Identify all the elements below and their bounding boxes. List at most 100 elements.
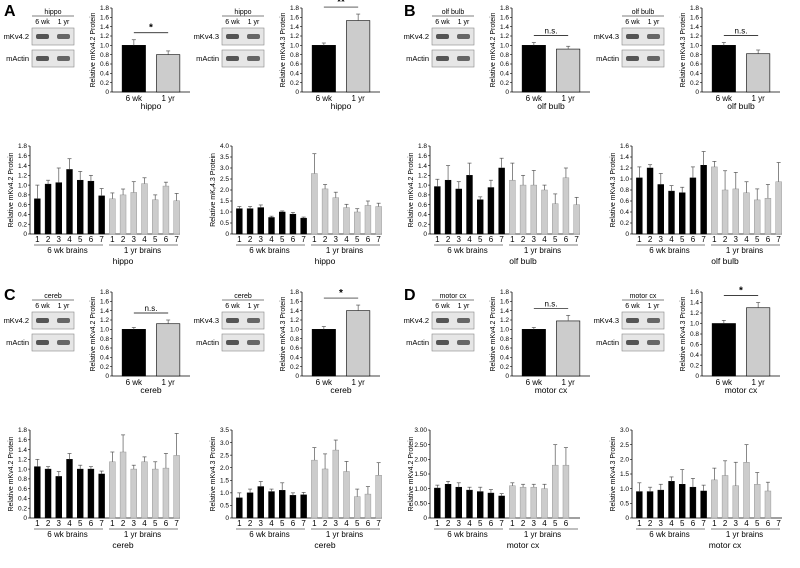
bar-6wk-brain xyxy=(300,217,307,235)
y-tick-label: 0.8 xyxy=(290,52,299,59)
blot-band-box xyxy=(431,333,475,352)
y-tick-label: 0 xyxy=(23,515,27,522)
bar-1yr-brain xyxy=(732,188,739,235)
y-tick-label: 0 xyxy=(105,373,109,380)
y-tick-label: 0.2 xyxy=(500,364,509,371)
bar-1yr-brain xyxy=(130,192,137,235)
lane-number: 5 xyxy=(153,519,158,528)
bar-6wk-brain xyxy=(77,468,84,519)
bar-1yr-brain xyxy=(375,475,382,519)
lane-number: 2 xyxy=(648,235,653,244)
lane-number: 2 xyxy=(723,235,728,244)
panel-letter: C xyxy=(4,287,16,304)
y-tick-label: 0 xyxy=(625,515,629,522)
bar-1yr-brain xyxy=(354,211,361,235)
group-label-6wk: 6 wk brains xyxy=(649,530,689,539)
blot-band xyxy=(57,34,70,39)
bar-1yr-brain xyxy=(509,485,516,519)
blot-col-label: 1 yr xyxy=(458,303,470,310)
x-category-label: 6 wk xyxy=(316,378,333,387)
bar-6wk xyxy=(121,329,146,377)
y-tick-label: 0.6 xyxy=(18,486,27,493)
bar-1yr-brain xyxy=(375,206,382,235)
bar-1yr-brain xyxy=(764,198,772,235)
y-tick-label: 1.2 xyxy=(100,317,109,324)
y-axis-label: Relative mKᵥ4.3 Protein xyxy=(210,153,217,227)
lane-number: 3 xyxy=(132,235,137,244)
y-tick-label: 2.5 xyxy=(220,176,229,183)
y-tick-label: 1.2 xyxy=(18,457,27,464)
bar-6wk-brain xyxy=(44,183,52,235)
lane-number: 4 xyxy=(67,235,72,244)
bar-6wk-brain xyxy=(477,491,484,519)
y-tick-label: 3.0 xyxy=(220,165,229,172)
bar-6wk-brain xyxy=(487,492,495,519)
blot-title: olf bulb xyxy=(442,9,465,16)
lane-number: 4 xyxy=(269,235,274,244)
blot-row-label: mKv4.2 xyxy=(4,32,29,41)
y-tick-label: 0.8 xyxy=(500,52,509,59)
bar-6wk-brain xyxy=(268,491,275,519)
lane-number: 2 xyxy=(46,235,51,244)
y-tick-label: 0.8 xyxy=(500,336,509,343)
bar-6wk-brain xyxy=(55,182,62,235)
bar-1yr-brain xyxy=(530,486,537,519)
bar-1yr-brain xyxy=(364,493,372,519)
y-tick-label: 0 xyxy=(295,373,299,380)
x-axis-label: motor cx xyxy=(709,540,742,550)
y-tick-label: 1.2 xyxy=(620,165,629,172)
bar-1yr-brain xyxy=(541,488,548,519)
lane-number: 6 xyxy=(366,235,371,244)
bar-6wk xyxy=(711,45,736,93)
bar-1yr-brain xyxy=(141,461,148,519)
y-tick-label: 0.6 xyxy=(18,202,27,209)
lane-number: 3 xyxy=(734,235,739,244)
x-axis-label: cereb xyxy=(314,540,336,550)
y-tick-label: 1.0 xyxy=(290,43,299,50)
y-tick-label: 0.2 xyxy=(500,80,509,87)
y-tick-label: 2.00 xyxy=(414,457,427,464)
blot-band-box xyxy=(31,27,75,46)
lane-number: 4 xyxy=(669,235,674,244)
blot-row-label: mKv4.3 xyxy=(594,32,619,41)
bar-6wk-brain xyxy=(636,177,643,235)
bar-6wk-brain xyxy=(668,481,675,519)
bar-1yr xyxy=(556,48,581,93)
group-label-1yr: 1 yr brains xyxy=(326,530,363,539)
bar-1yr-brain xyxy=(109,461,116,519)
y-tick-label: 1.4 xyxy=(690,24,699,31)
blot-band xyxy=(57,56,70,61)
y-tick-label: 0.2 xyxy=(418,221,427,228)
y-tick-label: 0.2 xyxy=(18,505,27,512)
bar-6wk-brain xyxy=(44,468,52,519)
blot-band xyxy=(436,56,449,61)
bar-6wk xyxy=(521,45,546,93)
lane-number: 2 xyxy=(248,519,253,528)
blot-band xyxy=(36,318,49,323)
bar-6wk-brain xyxy=(657,184,664,235)
panel-letter: A xyxy=(4,3,16,20)
x-axis-label: hippo xyxy=(315,256,336,266)
y-tick-label: 0 xyxy=(105,89,109,96)
y-tick-label: 0.2 xyxy=(620,220,629,227)
y-tick-label: 1.2 xyxy=(500,33,509,40)
y-tick-label: 1.0 xyxy=(18,182,27,189)
blot-band xyxy=(457,340,470,345)
lane-number: 3 xyxy=(334,235,339,244)
y-tick-label: 1.4 xyxy=(290,24,299,31)
bar-6wk-brain xyxy=(34,466,41,519)
bar-6wk-brain xyxy=(98,473,105,519)
blot-col-label: 6 wk xyxy=(35,303,50,310)
bar-6wk-brain xyxy=(657,489,664,519)
bar-1yr-brain xyxy=(711,479,718,519)
lane-number: 1 xyxy=(110,519,115,528)
bar-1yr xyxy=(746,307,771,377)
bar-6wk xyxy=(311,329,336,377)
blot-band-box xyxy=(621,333,665,352)
blot-band xyxy=(57,318,70,323)
y-tick-label: 0.4 xyxy=(500,71,509,78)
y-tick-label: 0.4 xyxy=(18,212,27,219)
bar-6wk-brain xyxy=(66,169,73,235)
bar-1yr-brain xyxy=(711,166,718,235)
